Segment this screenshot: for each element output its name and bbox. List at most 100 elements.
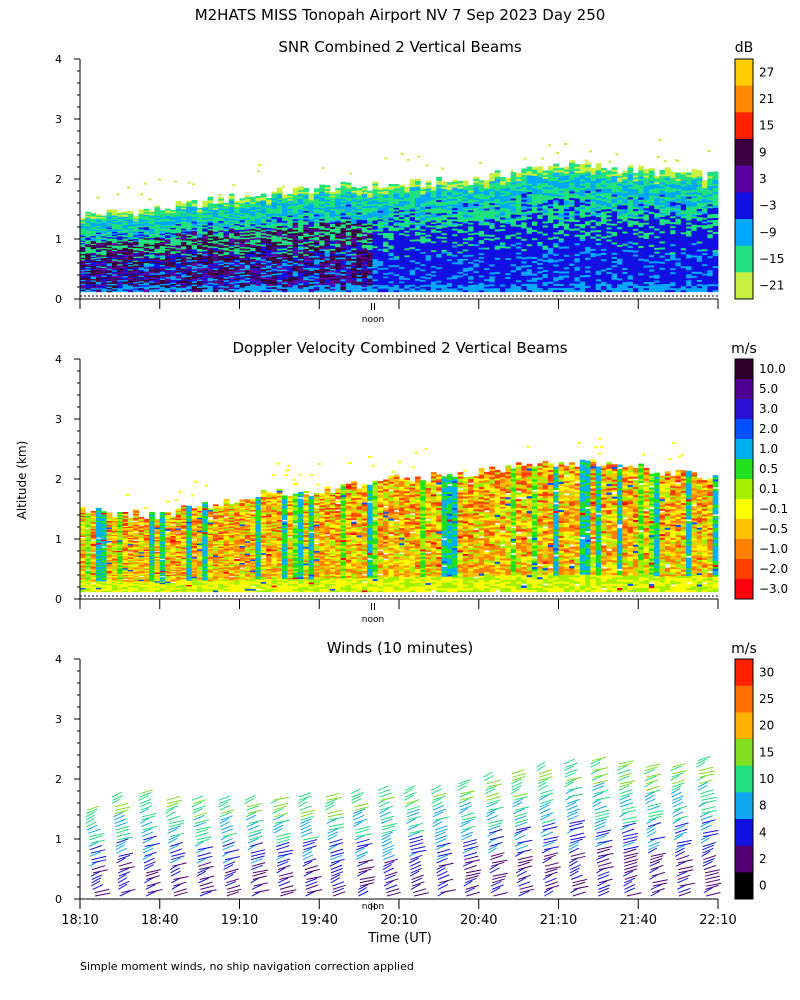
heatmap-cell — [85, 227, 92, 230]
heatmap-cell — [85, 222, 92, 225]
heatmap-cell — [133, 232, 139, 235]
heatmap-cell — [80, 234, 86, 236]
heatmap-cell — [154, 277, 161, 280]
heatmap-cell — [138, 280, 145, 283]
heatmap-cell — [80, 220, 86, 223]
heatmap-cell — [111, 241, 118, 243]
heatmap-cell — [149, 263, 155, 266]
heatmap-cell — [101, 281, 107, 284]
heatmap-cell — [143, 262, 150, 265]
heatmap-cell — [138, 269, 145, 272]
heatmap-cell — [95, 219, 102, 221]
heatmap-cell — [85, 277, 92, 279]
heatmap-cell — [95, 272, 102, 275]
heatmap-cell — [85, 289, 92, 291]
heatmap-cell — [138, 271, 145, 273]
heatmap-cell — [122, 228, 129, 231]
heatmap-cell — [101, 237, 107, 239]
heatmap-cell — [90, 283, 97, 286]
heatmap-cell — [149, 233, 155, 236]
heatmap-cell — [149, 212, 155, 214]
heatmap-cell — [138, 254, 145, 257]
heatmap-cell — [85, 243, 92, 246]
heatmap-cell — [117, 290, 123, 293]
heatmap-cell — [122, 285, 129, 287]
heatmap-cell — [149, 267, 155, 270]
heatmap-cell — [127, 250, 134, 252]
heatmap-cell — [101, 223, 107, 225]
heatmap-cell — [196, 207, 203, 210]
heatmap-cell — [133, 252, 139, 255]
heatmap-cell — [154, 271, 161, 274]
heatmap-cell — [85, 287, 92, 290]
heatmap-cell — [85, 251, 92, 254]
heatmap-cell — [143, 244, 150, 247]
heatmap-cell — [133, 237, 139, 240]
heatmap-cell — [484, 180, 490, 183]
heatmap-cell — [106, 238, 113, 240]
heatmap-cell — [80, 229, 86, 231]
heatmap-cell — [111, 243, 118, 246]
heatmap-cell — [143, 264, 150, 266]
heatmap-cell — [143, 254, 150, 257]
heatmap-cell — [95, 228, 102, 231]
heatmap-cell — [122, 242, 129, 244]
heatmap-cell — [122, 263, 129, 266]
heatmap-cell — [127, 216, 134, 219]
heatmap-cell — [127, 240, 134, 243]
heatmap-cell — [127, 289, 134, 291]
heatmap-cell — [117, 273, 123, 275]
heatmap-cell — [101, 249, 107, 252]
heatmap-cell — [80, 231, 86, 234]
heatmap-cell — [95, 223, 102, 225]
heatmap-cell — [462, 180, 469, 183]
heatmap-cell — [149, 222, 155, 225]
heatmap-cell — [138, 275, 145, 278]
heatmap-cell — [80, 247, 86, 250]
heatmap-cell — [122, 232, 129, 235]
heatmap-cell — [393, 184, 400, 187]
heatmap-cell — [133, 272, 139, 275]
heatmap-cell — [138, 289, 145, 291]
heatmap-cell — [90, 234, 97, 236]
heatmap-cell — [122, 243, 129, 246]
heatmap-cell — [111, 234, 118, 237]
heatmap-cell — [138, 246, 145, 249]
heatmap-cell — [138, 268, 145, 271]
heatmap-cell — [149, 245, 155, 248]
heatmap-cell — [133, 218, 139, 221]
heatmap-cell — [138, 239, 145, 242]
heatmap-cell — [138, 245, 145, 247]
heatmap-cell — [138, 286, 145, 289]
heatmap-cell — [106, 218, 113, 221]
heatmap-cell — [106, 223, 113, 225]
heatmap-cell — [101, 248, 107, 251]
heatmap-cell — [111, 279, 118, 282]
heatmap-cell — [138, 276, 145, 279]
heatmap-cell — [127, 248, 134, 251]
heatmap-cell — [122, 227, 129, 230]
heatmap-cell — [101, 252, 107, 255]
heatmap-cell — [186, 200, 193, 203]
heatmap-cell — [122, 238, 129, 240]
heatmap-cell — [90, 218, 97, 221]
heatmap-cell — [122, 256, 129, 259]
heatmap-cell — [111, 220, 118, 223]
heatmap-cell — [207, 196, 214, 199]
heatmap-cell — [90, 225, 97, 227]
heatmap-cell — [101, 272, 107, 275]
heatmap-cell — [90, 215, 97, 218]
heatmap-cell — [85, 254, 92, 257]
heatmap-cell — [95, 268, 102, 271]
heatmap-cell — [106, 249, 113, 251]
heatmap-cell — [133, 280, 139, 283]
heatmap-cell — [101, 251, 107, 253]
heatmap-cell — [101, 271, 107, 274]
heatmap-cell — [106, 284, 113, 287]
heatmap-cell — [138, 283, 145, 286]
heatmap-cell — [85, 258, 92, 261]
heatmap-cell — [111, 269, 118, 272]
heatmap-cell — [372, 181, 379, 184]
heatmap-cell — [101, 270, 107, 272]
heatmap-cell — [80, 269, 86, 272]
